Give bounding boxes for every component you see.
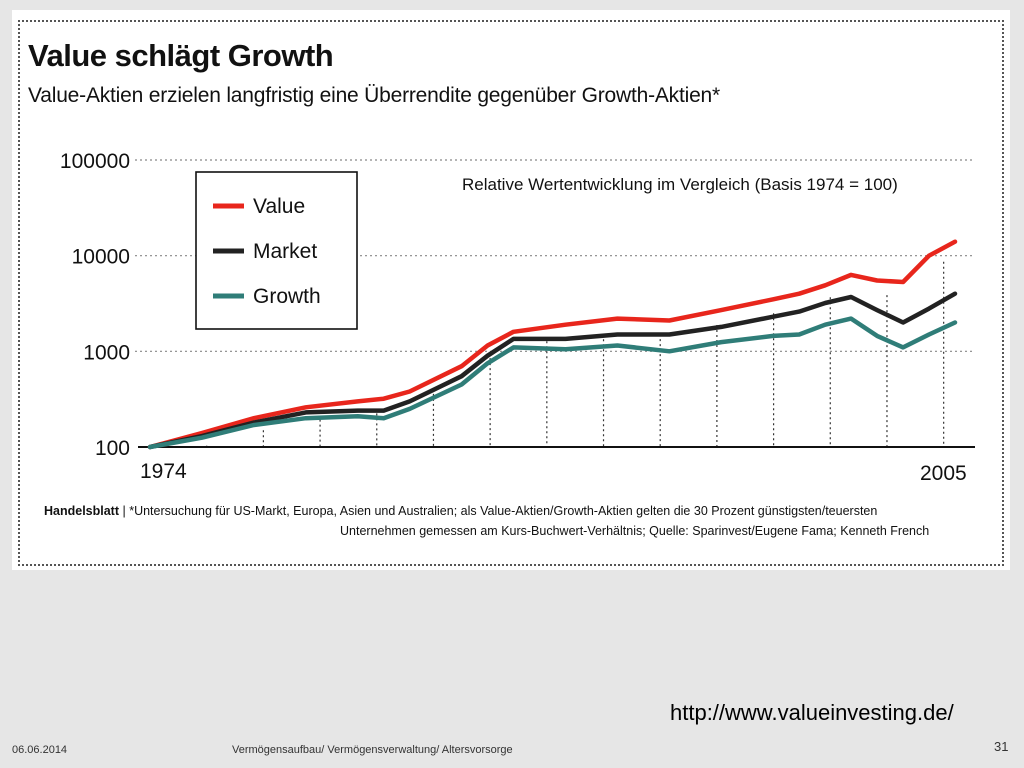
chart-title: Value schlägt Growth <box>28 38 334 73</box>
footnote-text-1: *Untersuchung für US-Markt, Europa, Asie… <box>129 504 878 518</box>
x-tick-label-start: 1974 <box>140 460 187 483</box>
chart-panel <box>12 10 1010 570</box>
y-tick-label: 1000 <box>83 341 130 364</box>
chart-note: Relative Wertentwicklung im Vergleich (B… <box>462 175 898 194</box>
legend-label-market: Market <box>253 240 317 263</box>
y-tick-label: 100 <box>95 437 130 460</box>
series-line-growth <box>147 316 958 450</box>
footer-date: 06.06.2014 <box>12 744 68 756</box>
series-line-market <box>147 291 958 450</box>
footer-title: Vermögensaufbau/ Vermögensverwaltung/ Al… <box>232 744 513 756</box>
page-number: 31 <box>994 739 1009 754</box>
x-tick-label-end: 2005 <box>920 462 967 485</box>
y-tick-label: 10000 <box>72 246 130 269</box>
legend-label-growth: Growth <box>253 285 321 308</box>
y-tick-label: 100000 <box>60 150 130 173</box>
series-line-value <box>147 239 958 450</box>
series-lines <box>147 239 958 450</box>
chart-subtitle: Value-Aktien erzielen langfristig eine Ü… <box>28 84 721 107</box>
footnote-line-1: Handelsblatt | *Untersuchung für US-Mark… <box>44 504 878 518</box>
footnote-brand: Handelsblatt <box>44 504 120 518</box>
panel-border <box>18 20 1004 566</box>
y-axis: 100 1000 10000 100000 <box>60 150 130 460</box>
source-url[interactable]: http://www.valueinvesting.de/ <box>670 700 954 725</box>
legend: Value Market Growth <box>195 171 358 330</box>
footnote-line-2: Unternehmen gemessen am Kurs-Buchwert-Ve… <box>340 524 930 538</box>
legend-label-value: Value <box>253 195 305 218</box>
